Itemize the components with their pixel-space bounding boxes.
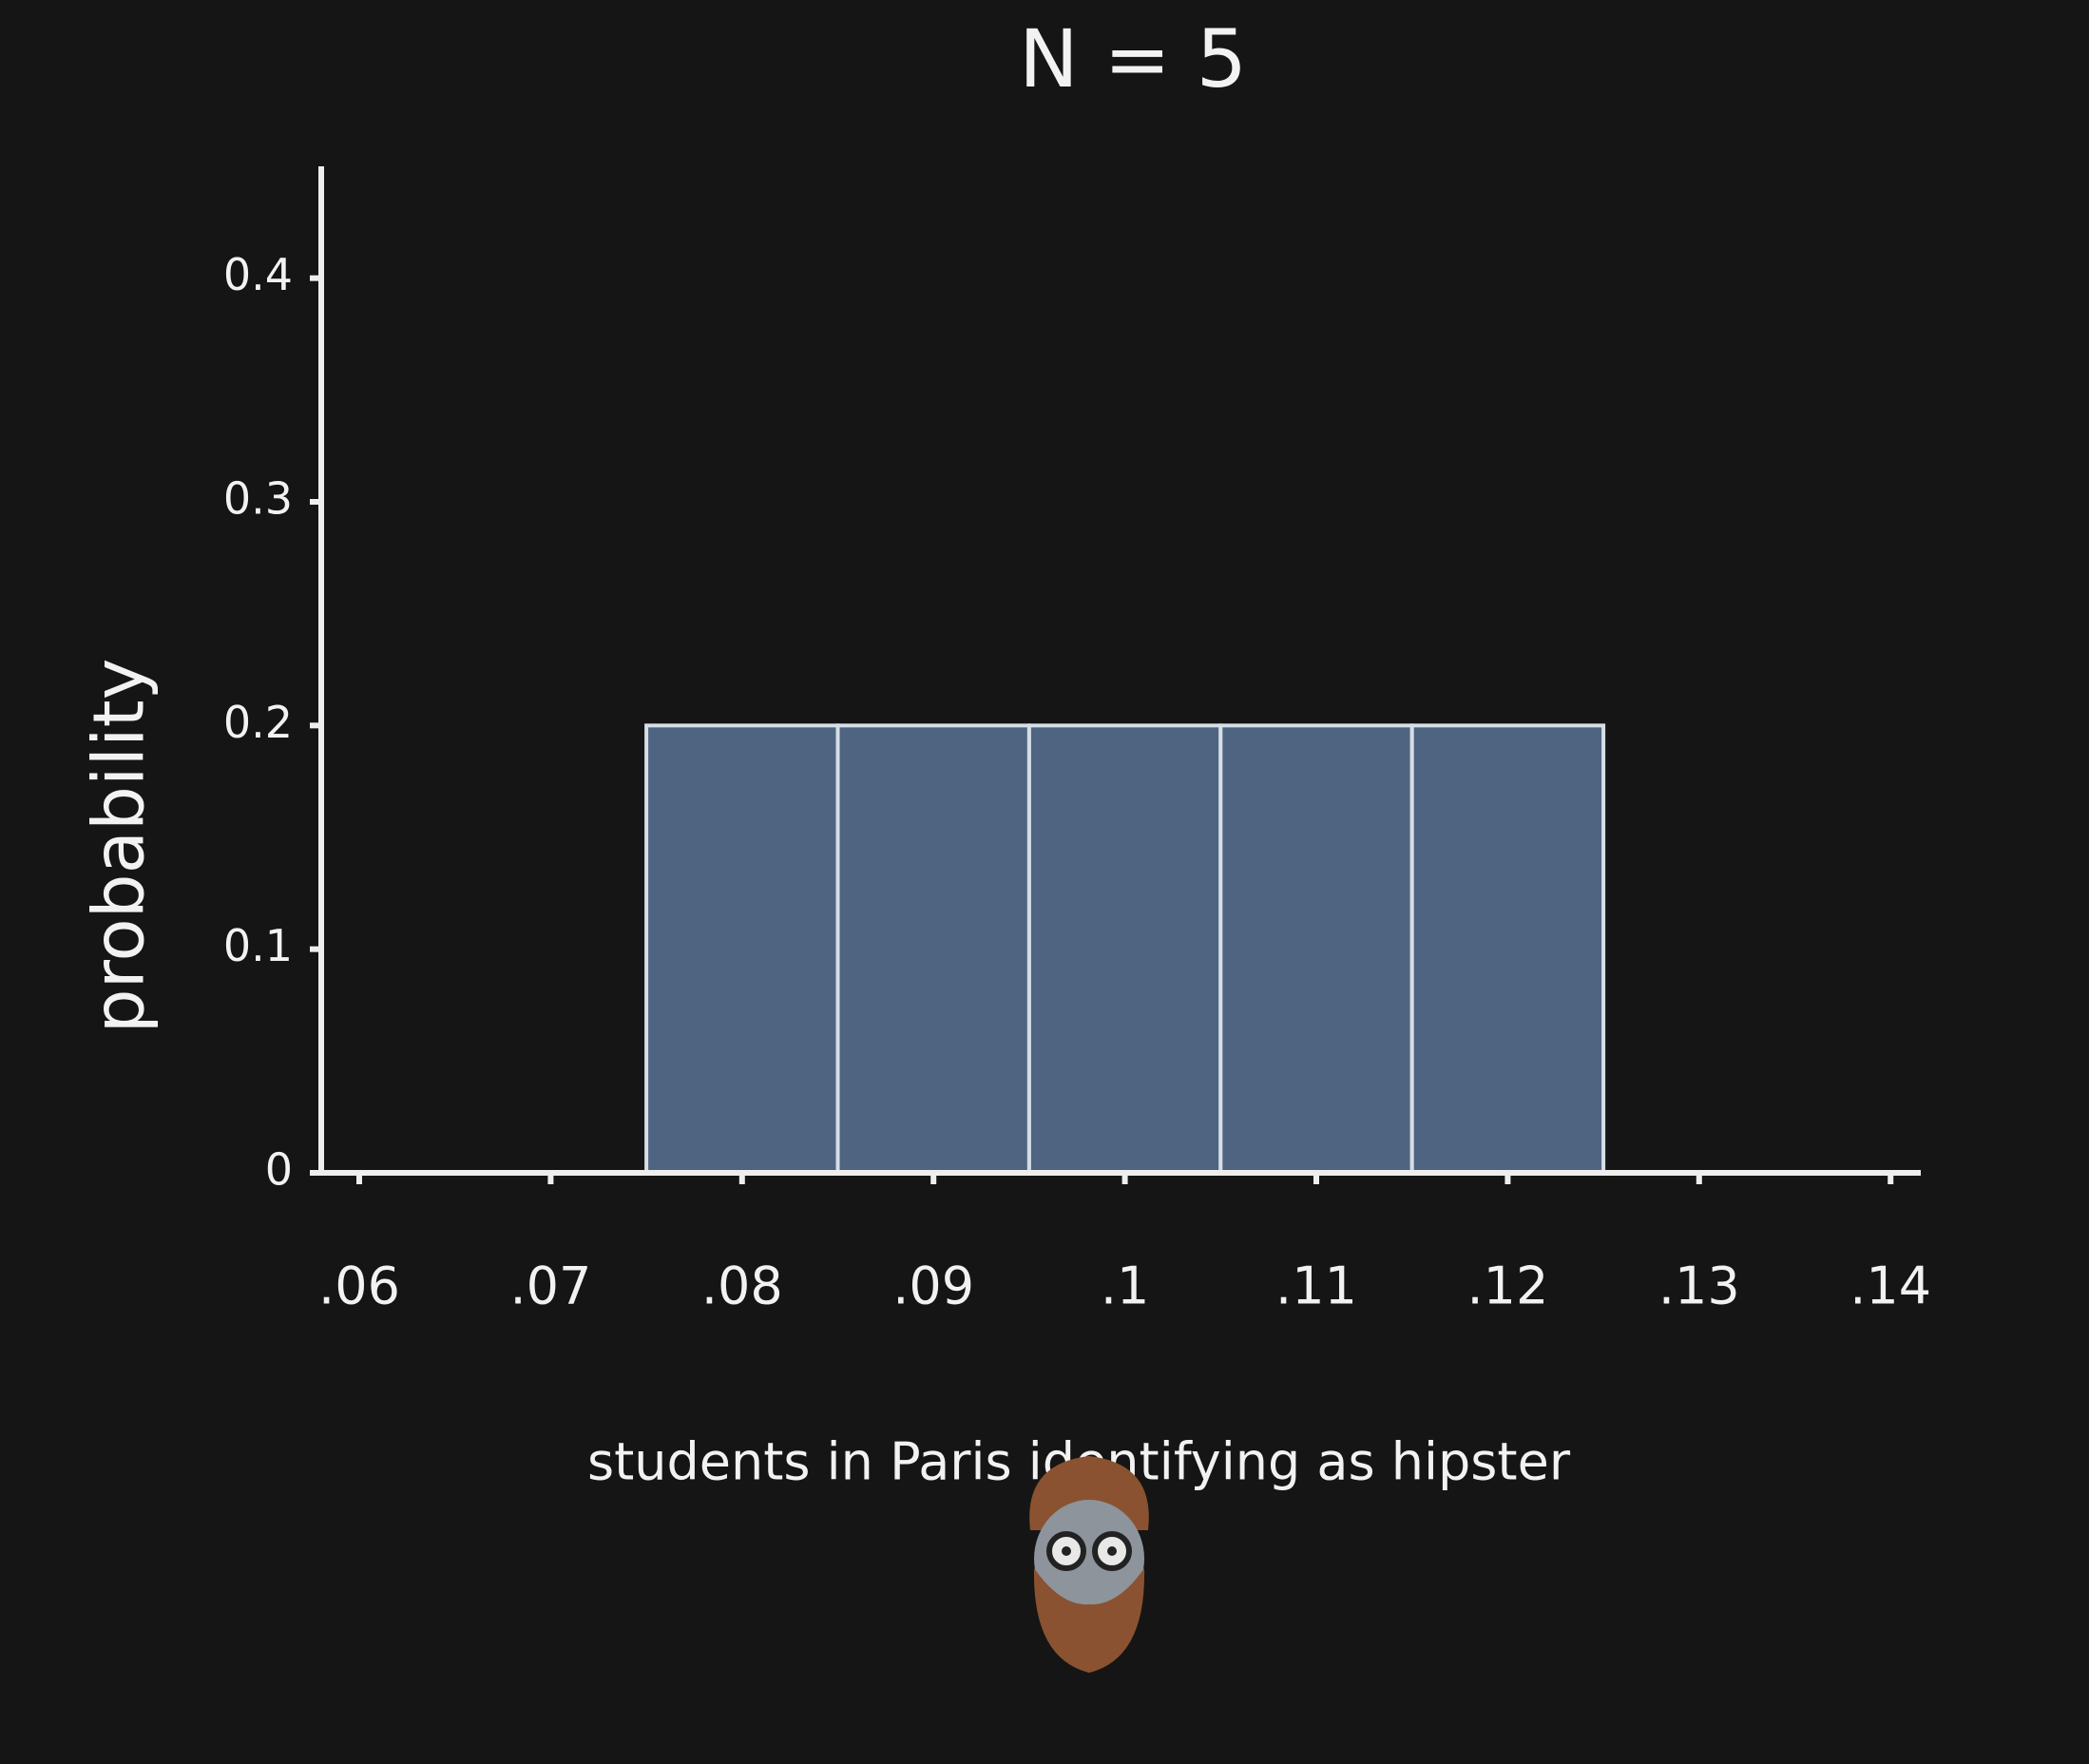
x-tick-label: .13 (1658, 1256, 1740, 1316)
x-tick-label: .11 (1275, 1256, 1357, 1316)
x-tick-label: .1 (1101, 1256, 1150, 1316)
y-tick-label: 0.3 (223, 473, 293, 525)
y-tick-label: 0.2 (223, 697, 293, 748)
y-tick-label: 0 (265, 1144, 293, 1196)
x-tick-label: .06 (318, 1256, 400, 1316)
bar (644, 723, 840, 1175)
face (1034, 1500, 1144, 1618)
x-tick-label: .09 (892, 1256, 974, 1316)
beard (1033, 1568, 1145, 1673)
x-tick-label: .12 (1466, 1256, 1548, 1316)
bar (1218, 723, 1414, 1175)
x-tick-label: .07 (509, 1256, 591, 1316)
y-axis-label: probability (79, 659, 161, 1034)
x-tick-label: .08 (701, 1256, 783, 1316)
avatar (1029, 1456, 1149, 1673)
eye (1062, 1546, 1071, 1556)
eye (1107, 1546, 1117, 1556)
y-tick-label: 0.4 (223, 249, 293, 300)
x-tick-label: .14 (1849, 1256, 1931, 1316)
y-tick-label: 0.1 (223, 920, 293, 971)
bar (1026, 723, 1223, 1175)
bar (1409, 723, 1606, 1175)
chart-title: N = 5 (1019, 12, 1247, 105)
bar (835, 723, 1031, 1175)
